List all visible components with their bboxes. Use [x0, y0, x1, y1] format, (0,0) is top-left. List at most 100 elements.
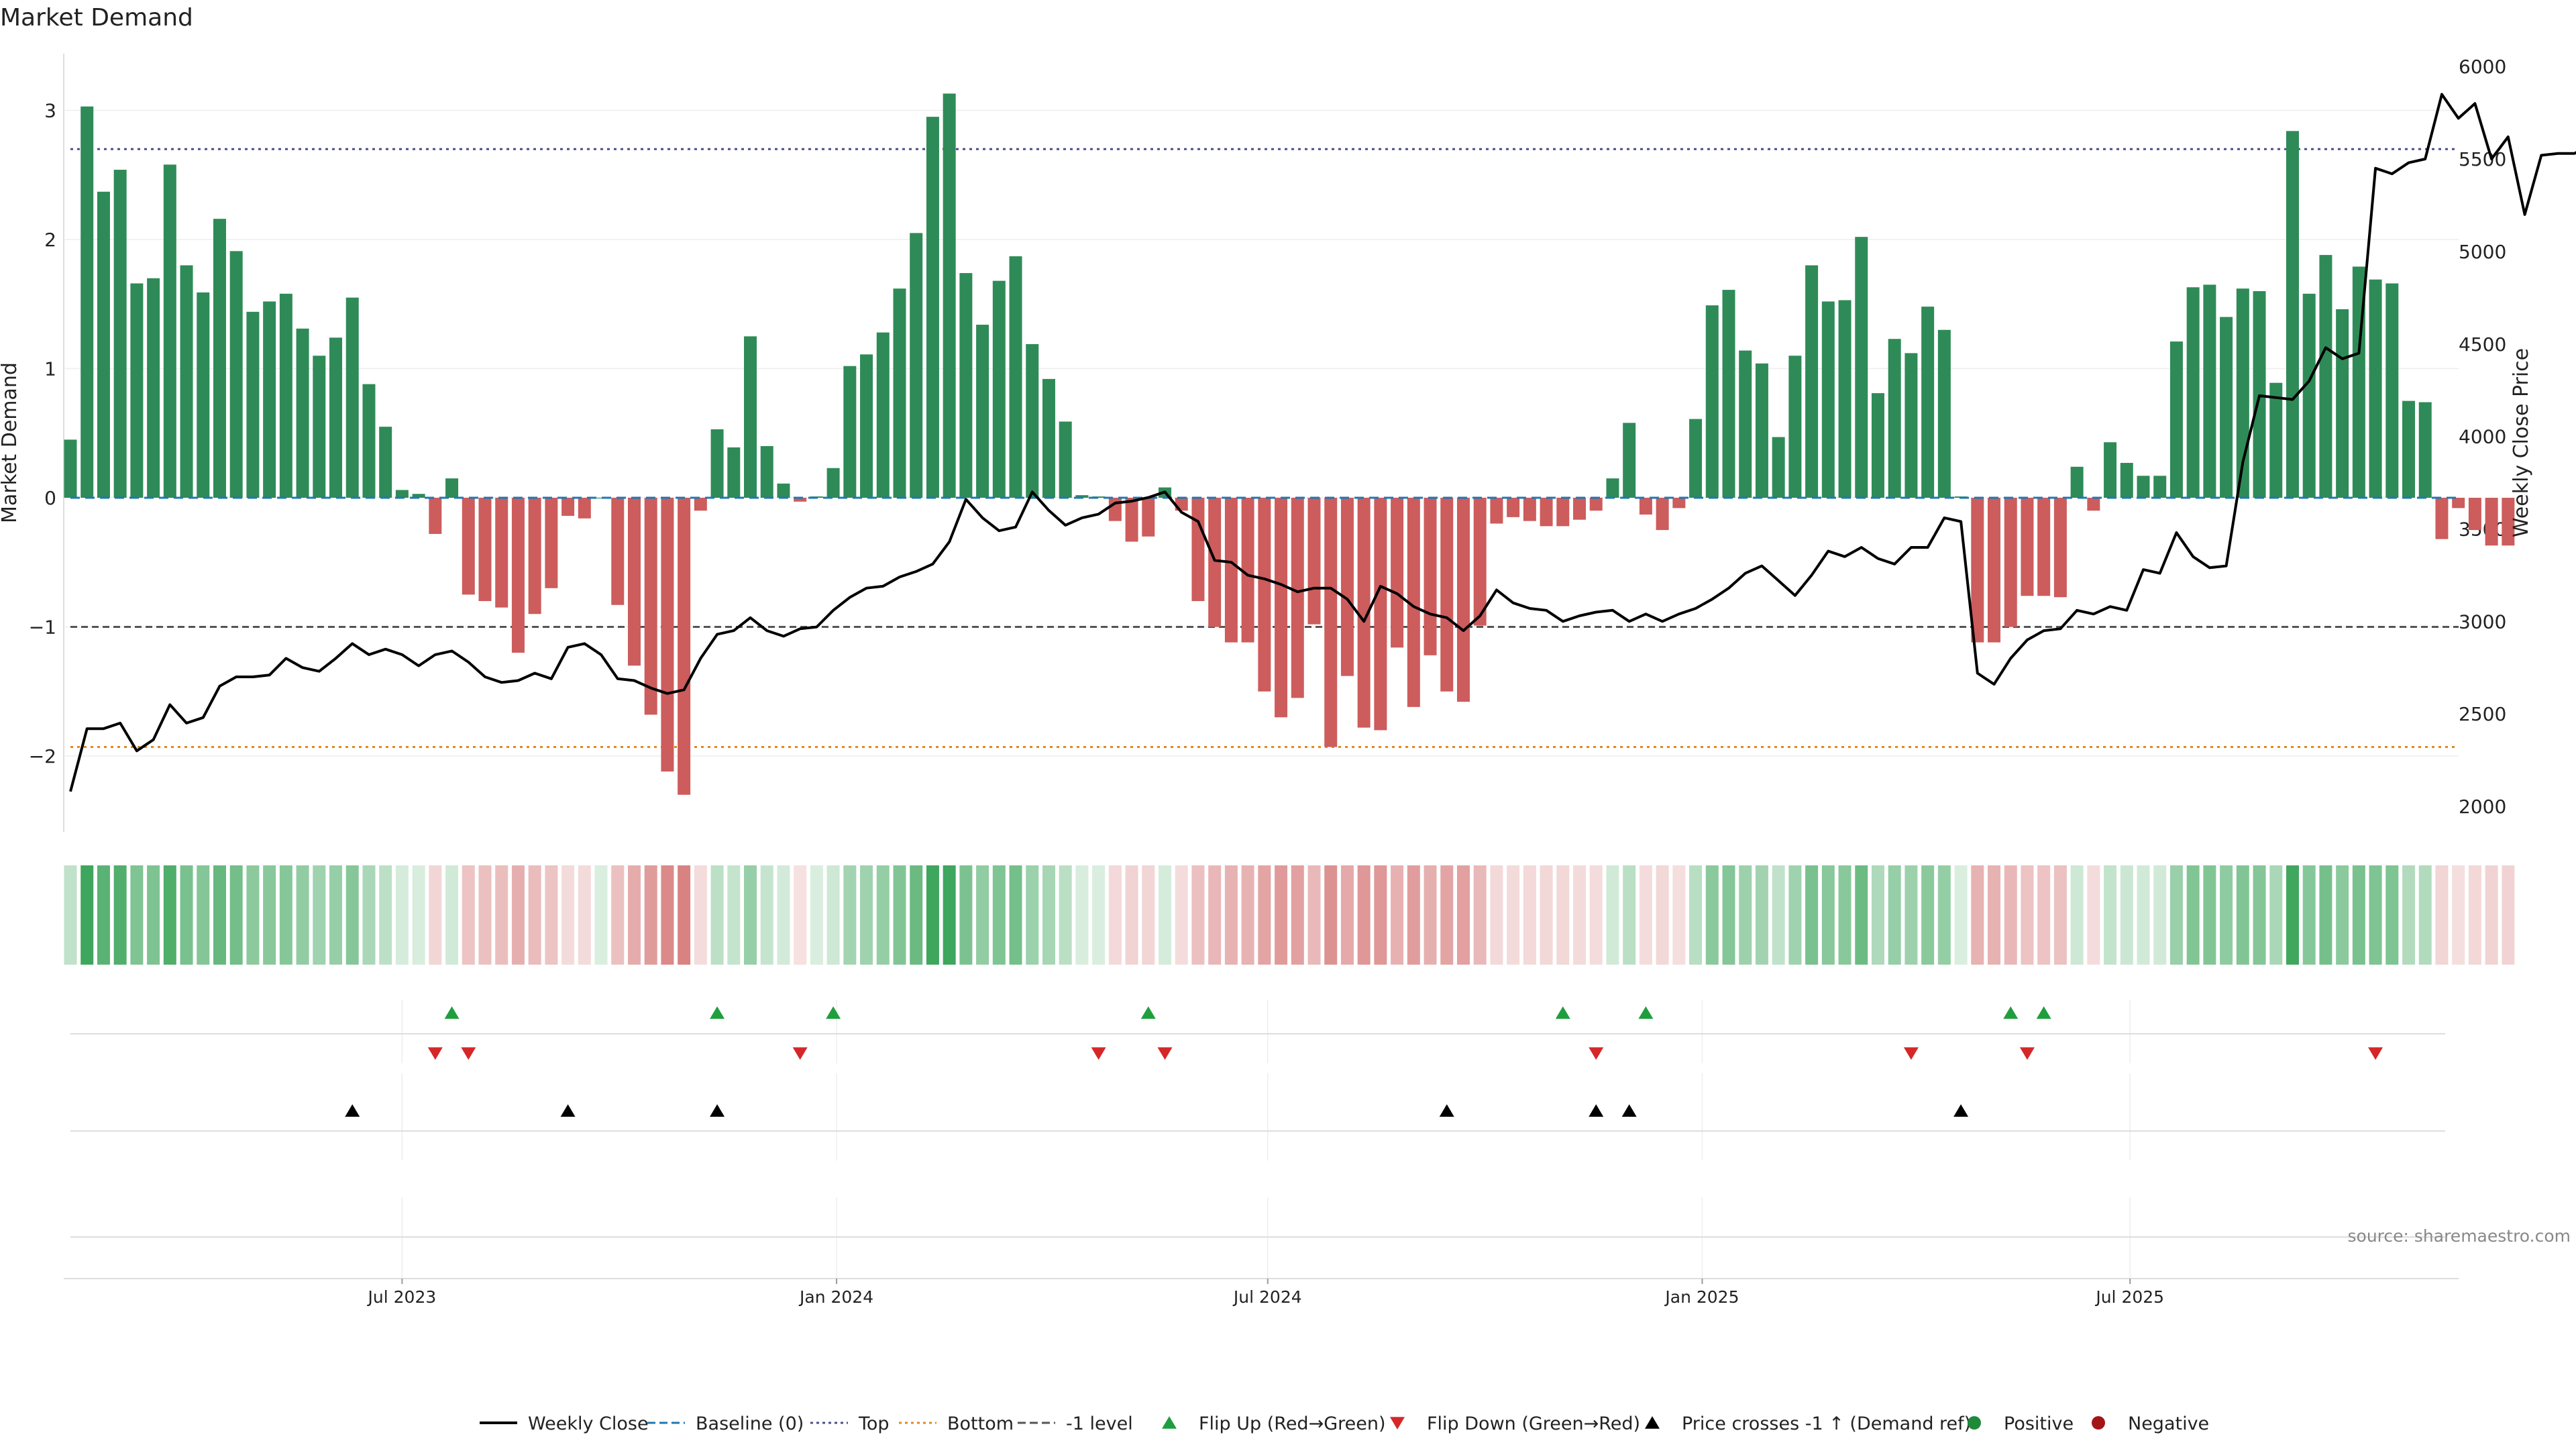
demand-bar	[1275, 498, 1288, 718]
heat-cell	[1009, 865, 1022, 965]
flip-signals-panel	[70, 1000, 2445, 1063]
heat-cell	[1490, 865, 1503, 965]
heat-cell	[64, 865, 77, 965]
demand-bar	[2418, 402, 2432, 498]
demand-bar	[2169, 341, 2183, 498]
price-cross-marker	[1953, 1104, 1969, 1117]
heat-cell	[810, 865, 823, 965]
demand-bar	[1340, 498, 1354, 676]
y-tick-right-label: 2000	[2459, 796, 2506, 818]
heat-cell	[2087, 865, 2100, 965]
legend-swatch	[1390, 1417, 1405, 1430]
price-cross-marker	[560, 1104, 576, 1117]
heat-cell	[2369, 865, 2382, 965]
heat-cell	[1026, 865, 1039, 965]
demand-bar	[2203, 284, 2216, 498]
heat-cell	[229, 865, 243, 965]
demand-bar	[860, 354, 873, 498]
heat-cell	[279, 865, 292, 965]
heat-cell	[1523, 865, 1536, 965]
demand-bar	[163, 164, 176, 498]
heat-cell	[1656, 865, 1669, 965]
heat-cell	[1357, 865, 1371, 965]
demand-bar	[578, 498, 591, 519]
heat-cell	[1473, 865, 1487, 965]
demand-bar	[1407, 498, 1420, 707]
demand-bar	[1540, 498, 1553, 527]
demand-bar	[80, 106, 94, 498]
heat-cell	[462, 865, 475, 965]
demand-bar	[561, 498, 575, 516]
demand-bar	[876, 332, 890, 498]
heat-cell	[246, 865, 260, 965]
demand-bar	[1026, 343, 1039, 498]
demand-bar	[2369, 279, 2382, 498]
demand-bar	[976, 325, 989, 498]
demand-bar	[395, 490, 409, 498]
demand-bar	[213, 219, 226, 498]
heat-cell	[1755, 865, 1768, 965]
legend-label: Price crosses -1 ↑ (Demand ref)	[1682, 1413, 1971, 1434]
demand-bar	[1589, 498, 1603, 511]
demand-bar	[462, 498, 475, 595]
demand-bar	[495, 498, 508, 608]
demand-bar	[1092, 496, 1106, 498]
legend: Weekly Close Baseline (0) Top Bottom -1 leve…	[480, 1413, 2209, 1434]
y-tick-right-label: 5000	[2459, 241, 2506, 263]
demand-bar	[727, 447, 741, 498]
heat-cell	[511, 865, 525, 965]
heat-cell	[2402, 865, 2416, 965]
heat-cell	[2203, 865, 2216, 965]
heat-cell	[611, 865, 625, 965]
heat-cell	[2319, 865, 2332, 965]
y-tick-left-label: −2	[29, 745, 56, 767]
heat-cell	[2104, 865, 2117, 965]
heat-cell	[362, 865, 376, 965]
heat-cell	[1921, 865, 1935, 965]
demand-bar	[1424, 498, 1437, 655]
demand-bar	[511, 498, 525, 653]
flip-up-marker	[2003, 1006, 2019, 1019]
heat-cell	[2253, 865, 2266, 965]
heat-cell	[1672, 865, 1686, 965]
y-axis-right-label: Weekly Close Price	[2510, 348, 2533, 537]
heat-cell	[727, 865, 741, 965]
heat-cell	[1142, 865, 1155, 965]
demand-bar	[329, 337, 343, 498]
demand-bar	[910, 233, 923, 498]
demand-bar	[1042, 378, 1055, 498]
x-tick-label: Jul 2025	[2094, 1287, 2164, 1307]
legend-item-minus-one: -1 level	[1018, 1413, 1133, 1434]
demand-bar	[113, 170, 127, 498]
heat-cell	[1307, 865, 1321, 965]
heat-cell	[1241, 865, 1254, 965]
heat-cell	[2037, 865, 2051, 965]
heat-cell	[1324, 865, 1338, 965]
heat-cell	[1291, 865, 1304, 965]
demand-bar	[1606, 478, 1619, 498]
demand-bar	[1772, 437, 1785, 498]
heat-cell	[1772, 865, 1785, 965]
demand-bar	[1125, 498, 1138, 542]
legend-label: Flip Down (Green→Red)	[1427, 1413, 1640, 1434]
demand-bar	[1291, 498, 1304, 698]
demand-bar	[2485, 498, 2498, 546]
demand-bar	[229, 251, 243, 498]
flip-down-marker	[461, 1047, 476, 1060]
demand-bar	[279, 293, 292, 498]
heat-cell	[2169, 865, 2183, 965]
y-tick-left-label: 0	[44, 487, 56, 509]
demand-bar	[445, 478, 459, 498]
heat-cell	[1125, 865, 1138, 965]
demand-bar	[843, 366, 857, 498]
legend-item-positive: Positive	[1968, 1413, 2074, 1434]
heat-cell	[992, 865, 1006, 965]
heat-cell	[80, 865, 94, 965]
demand-bar	[826, 468, 840, 498]
demand-bar	[1855, 237, 1868, 498]
demand-bar	[147, 278, 160, 498]
price-cross-marker	[1439, 1104, 1454, 1117]
flip-up-marker	[826, 1006, 841, 1019]
demand-bar	[760, 446, 773, 498]
